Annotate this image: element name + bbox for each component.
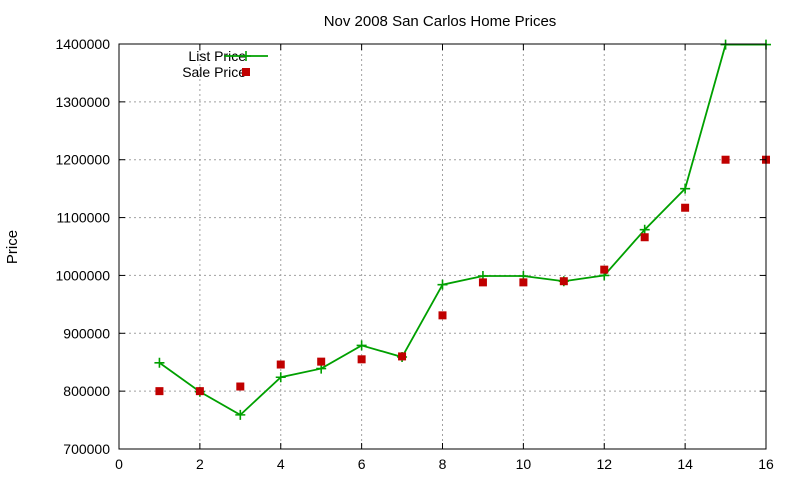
sale-price-point [519, 278, 528, 287]
y-tick-label: 900000 [63, 325, 110, 341]
y-tick-label: 1300000 [55, 94, 110, 110]
sale-price-point [195, 387, 204, 396]
sale-price-point [681, 203, 690, 212]
x-tick-label: 2 [196, 456, 204, 472]
list-price-point [154, 357, 165, 368]
x-tick-label: 14 [677, 456, 693, 472]
y-tick-label: 700000 [63, 441, 110, 457]
list-price-point [437, 279, 448, 290]
sale-price-point [438, 311, 447, 320]
list-price-point [235, 409, 246, 420]
list-price-point [639, 224, 650, 235]
sale-price-point [236, 382, 245, 391]
y-tick-label: 1100000 [57, 210, 111, 226]
grid [119, 44, 766, 449]
sale-price-point [640, 233, 649, 242]
series-layer [154, 39, 771, 420]
list-price-legend-label: List Price [188, 48, 246, 64]
list-price-line [158, 43, 766, 416]
sale-price-point [317, 357, 326, 366]
x-tick-label: 6 [358, 456, 366, 472]
list-price-point [275, 372, 286, 383]
chart-title: Nov 2008 San Carlos Home Prices [324, 13, 557, 30]
sale-price-legend-marker [242, 68, 250, 76]
list-price-legend-marker [241, 51, 251, 61]
x-tick-label: 4 [277, 456, 285, 472]
list-price-point [356, 340, 367, 351]
sale-price-point [398, 352, 407, 361]
x-tick-label: 10 [516, 456, 532, 472]
y-tick-label: 1000000 [55, 267, 110, 283]
sale-price-series [155, 155, 770, 396]
y-axis-label: Price [4, 230, 21, 264]
sale-price-point [559, 277, 568, 286]
x-tick-label: 16 [758, 456, 774, 472]
y-tick-label: 1200000 [55, 152, 110, 168]
sale-price-point [276, 360, 285, 369]
sale-price-point [600, 265, 609, 274]
list-price-point [680, 183, 691, 194]
x-tick-label: 12 [596, 456, 612, 472]
axis-ticks: 0 2 4 6 8 10 12 14 16 700000 800000 900000 1000000 11… [55, 36, 774, 472]
list-price-series [154, 39, 771, 420]
sale-price-point [478, 278, 487, 287]
sale-price-point [721, 155, 730, 164]
y-tick-label: 1400000 [55, 36, 110, 52]
sale-price-point [155, 387, 164, 396]
x-tick-label: 0 [115, 456, 123, 472]
x-tick-label: 8 [439, 456, 447, 472]
sale-price-point [357, 355, 366, 364]
list-price-point [720, 39, 731, 50]
y-tick-label: 800000 [63, 383, 110, 399]
sale-price-legend-label: Sale Price [182, 64, 246, 80]
